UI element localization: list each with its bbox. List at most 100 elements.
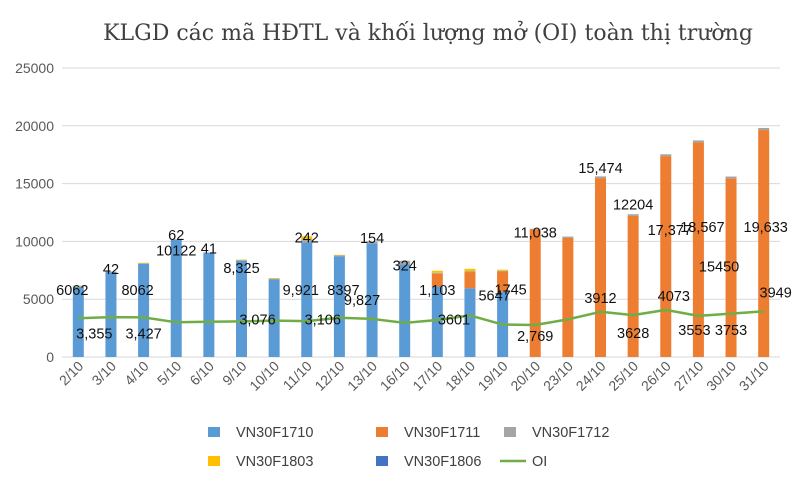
bar-vn30f1710-3 [170,239,182,357]
bar-vn30f1710-7 [301,242,313,357]
bar-vn30f1710-11 [431,286,443,357]
x-tick-label: 5/10 [154,358,185,389]
x-tick-label: 27/10 [670,358,706,394]
data-label: 1,103 [419,283,455,299]
legend-swatch-vn30f1803 [208,456,220,466]
bar-vn30f1712-16 [595,176,606,179]
legend-swatch-vn30f1711 [376,427,388,437]
data-label: 3,427 [125,327,161,343]
bar-vn30f1711-20 [725,178,737,357]
x-tick-label: 24/10 [573,358,609,394]
bar-vn30f1711-17 [627,215,639,357]
x-tick-label: 31/10 [736,358,772,394]
bar-vn30f1711-21 [758,130,770,357]
bar-vn30f1710-12 [464,288,476,357]
bar-vn30f1710-6 [268,279,280,357]
data-label: 2,769 [517,329,553,345]
x-tick-label: 26/10 [638,358,674,394]
bar-vn30f1711-11 [431,273,443,287]
data-label: 4073 [658,289,690,305]
bar-vn30f1712-17 [627,214,639,216]
data-label: 12204 [613,198,653,214]
bar-vn30f1710-9 [366,243,378,357]
legend-label-oi: OI [532,454,547,470]
bar-vn30f1712-0 [72,286,84,287]
x-tick-label: 12/10 [311,358,347,394]
x-tick-label: 16/10 [377,358,413,394]
bar-vn30f1711-19 [692,142,704,357]
x-tick-label: 18/10 [442,358,478,394]
chart-title: KLGD các mã HĐTL và khối lượng mở (OI) t… [103,20,753,46]
legend-label-vn30f1711: VN30F1711 [404,425,480,441]
bar-vn30f1712-4 [203,252,215,253]
x-tick-label: 25/10 [605,358,641,394]
bar-vn30f1710-10 [399,264,411,357]
bar-vn30f1803-2 [138,262,150,264]
legend-swatch-vn30f1710 [208,427,220,437]
data-label: 6062 [56,283,88,299]
data-label: 8397 [327,283,359,299]
data-label: 3912 [584,291,616,307]
y-tick-label: 15000 [15,176,54,192]
bar-vn30f1711-18 [660,156,672,357]
legend-swatch-vn30f1806 [376,456,388,466]
data-label: 42 [103,262,119,278]
y-tick-label: 25000 [15,60,54,76]
bar-vn30f1710-0 [72,286,84,357]
data-label: 3628 [617,326,649,342]
bar-vn30f1712-10 [399,260,411,265]
data-label: 3,355 [76,327,112,343]
data-label: 18,567 [680,220,724,236]
bar-vn30f1710-8 [333,256,345,357]
bar-vn30f1803-12 [464,268,476,272]
data-label: 19,633 [744,220,788,236]
bar-vn30f1712-2 [138,263,150,264]
x-tick-label: 13/10 [344,358,380,394]
x-tick-label: 20/10 [507,358,543,394]
x-tick-label: 30/10 [703,358,739,394]
bar-vn30f1712-15 [562,236,574,238]
bar-vn30f1711-14 [529,229,541,357]
data-label: 9,827 [344,293,380,309]
data-label: 324 [393,258,417,274]
data-label: 1745 [494,283,526,299]
y-tick-label: 5000 [23,291,54,307]
legend-label-vn30f1803: VN30F1803 [236,454,313,470]
data-label: 154 [360,231,384,247]
bar-vn30f1710-4 [203,252,215,357]
bar-vn30f1803-5 [236,259,247,261]
bar-vn30f1803-0 [72,285,84,287]
bar-vn30f1712-21 [758,127,770,131]
bar-vn30f1711-15 [562,237,574,357]
data-label: 62 [168,228,184,244]
y-tick-label: 10000 [15,233,54,249]
bar-vn30f1712-14 [529,228,541,230]
x-tick-label: 23/10 [540,358,576,394]
bar-vn30f1710-2 [138,263,150,357]
data-label: 15,474 [578,161,622,177]
bar-vn30f1803-6 [268,278,280,279]
y-tick-label: 0 [46,349,54,365]
data-label: 41 [201,242,217,258]
bar-vn30f1710-1 [105,272,117,357]
bar-vn30f1712-12 [464,271,476,273]
x-tick-label: 4/10 [121,358,152,389]
x-tick-label: 19/10 [475,358,511,394]
bar-vn30f1712-5 [236,259,247,261]
x-tick-label: 2/10 [56,358,87,389]
bar-vn30f1711-13 [497,271,509,292]
bar-vn30f1712-6 [268,278,280,280]
x-tick-label: 3/10 [88,358,119,389]
data-label: 9,921 [283,283,319,299]
bar-vn30f1803-11 [431,270,443,273]
data-label: 10122 [156,243,196,259]
legend: VN30F1710 VN30F1711 VN30F1712 VN30F1803 VN30… [208,425,609,470]
legend-label-vn30f1712: VN30F1712 [532,425,609,441]
bar-vn30f1710-5 [236,260,247,357]
bar-vn30f1803-8 [333,254,345,256]
data-label: 8062 [121,283,153,299]
data-label: 3,106 [305,313,341,329]
y-axis-ticks: 0 5000 10000 15000 20000 25000 [15,60,54,365]
data-label: 3601 [438,313,470,329]
